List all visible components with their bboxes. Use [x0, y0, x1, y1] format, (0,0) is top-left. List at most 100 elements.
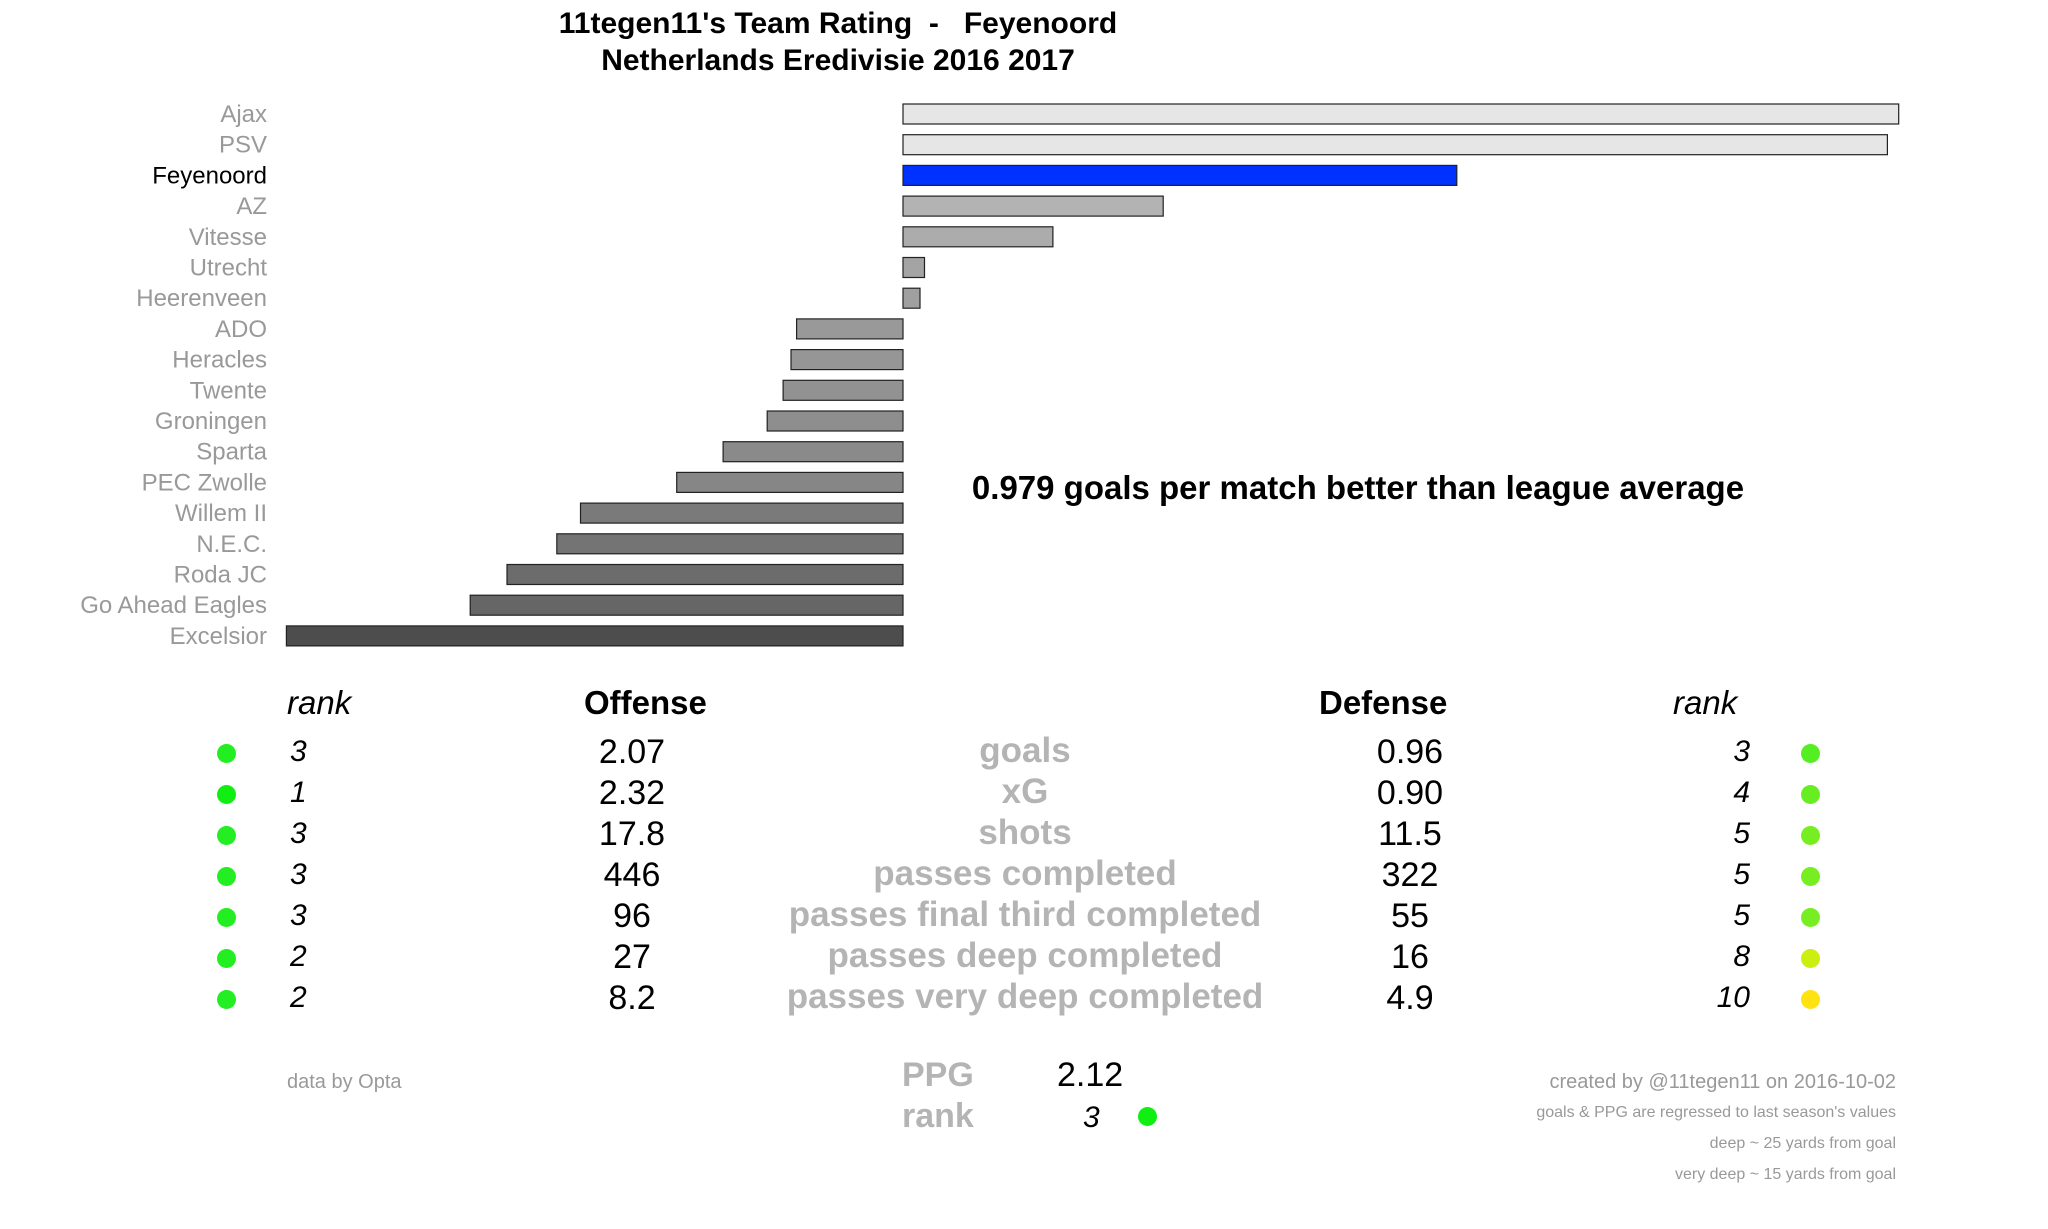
bar-ado: [795, 318, 904, 340]
defense-value: 55: [1391, 897, 1429, 935]
ppg-label: PPG: [902, 1056, 974, 1094]
stat-row: 3 17.8 shots 11.5 5: [0, 813, 2048, 856]
offense-value: 27: [613, 938, 651, 976]
defense-rank: 4: [1733, 776, 1750, 809]
defense-rank: 5: [1733, 817, 1750, 850]
offense-header: Offense: [584, 684, 707, 721]
team-label-group: Ajax PSV Feyenoord AZ Vitesse Utrecht Heerenve…: [80, 101, 267, 650]
defense-rank: 3: [1733, 735, 1750, 768]
metric-label: passes deep completed: [827, 936, 1223, 975]
ppg-rank-label: rank: [902, 1097, 974, 1135]
offense-value: 96: [613, 897, 651, 935]
team-label-groningen: Groningen: [155, 408, 267, 435]
metric-label: shots: [978, 813, 1072, 852]
offense-value: 8.2: [608, 979, 656, 1017]
defense-value: 322: [1381, 856, 1439, 894]
bar-n-e-c-: [556, 533, 904, 555]
defense-rank-indicator: [1801, 744, 1820, 763]
offense-value: 2.07: [598, 733, 666, 771]
ppg-rank-value: 3: [1083, 1101, 1100, 1134]
bar-feyenoord: [902, 164, 1458, 186]
stat-row: 2 8.2 passes very deep completed 4.9 10: [0, 977, 2048, 1020]
defense-value: 16: [1391, 938, 1429, 976]
bar-az: [902, 195, 1164, 217]
team-label-roda-jc: Roda JC: [174, 562, 267, 589]
offense-rank: 3: [290, 735, 307, 768]
created-by: created by @11tegen11 on 2016-10-02: [1549, 1071, 1896, 1093]
team-label-heracles: Heracles: [172, 347, 267, 374]
offense-rank-header: rank: [287, 684, 352, 721]
stat-row: 3 446 passes completed 322 5: [0, 854, 2048, 897]
offense-rank: 2: [290, 981, 307, 1014]
offense-rank: 1: [290, 776, 307, 809]
offense-rank-indicator: [217, 949, 236, 968]
metric-label: passes final third completed: [788, 895, 1262, 934]
team-label-willem-ii: Willem II: [175, 500, 267, 527]
defense-rank-indicator: [1801, 826, 1820, 845]
defense-rank: 8: [1733, 940, 1750, 973]
defense-rank-indicator: [1801, 785, 1820, 804]
bar-roda-jc: [506, 563, 904, 586]
bar-go-ahead-eagles: [469, 594, 904, 616]
bar-willem-ii: [579, 502, 904, 524]
bar-pec-zwolle: [676, 471, 904, 493]
data-source: data by Opta: [287, 1071, 402, 1093]
defense-rank-indicator: [1801, 990, 1820, 1009]
team-label-n-e-c-: N.E.C.: [196, 531, 267, 558]
metric-label: passes completed: [873, 854, 1177, 893]
note-regressed: goals & PPG are regressed to last season…: [1536, 1104, 1896, 1121]
metric-label: passes very deep completed: [786, 977, 1264, 1016]
offense-value: 446: [603, 856, 661, 894]
bar-vitesse: [902, 226, 1054, 248]
ppg-rank-indicator: [1138, 1107, 1157, 1126]
bar-sparta: [722, 441, 904, 463]
team-label-az: AZ: [236, 193, 267, 220]
note-deep: deep ~ 25 yards from goal: [1709, 1135, 1896, 1152]
team-label-twente: Twente: [190, 377, 267, 404]
defense-value: 0.96: [1376, 733, 1444, 771]
stat-row: 1 2.32 xG 0.90 4: [0, 772, 2048, 815]
note-very-deep: very deep ~ 15 yards from goal: [1674, 1166, 1896, 1183]
defense-rank: 5: [1733, 899, 1750, 932]
stat-row: 3 2.07 goals 0.96 3: [0, 731, 2048, 774]
team-label-psv: PSV: [219, 132, 267, 159]
offense-rank-indicator: [217, 908, 236, 927]
chart-subtitle: Netherlands Eredivisie 2016 2017: [601, 44, 1075, 77]
defense-rank-header: rank: [1673, 684, 1738, 721]
defense-rank-indicator: [1801, 867, 1820, 886]
defense-rank-indicator: [1801, 908, 1820, 927]
team-label-excelsior: Excelsior: [170, 623, 267, 650]
team-label-utrecht: Utrecht: [190, 255, 268, 282]
team-label-sparta: Sparta: [196, 439, 267, 466]
offense-rank-indicator: [217, 785, 236, 804]
offense-rank: 3: [290, 817, 307, 850]
team-label-heerenveen: Heerenveen: [136, 285, 267, 312]
bar-group: [285, 103, 1900, 647]
offense-rank-indicator: [217, 744, 236, 763]
defense-value: 0.90: [1376, 774, 1444, 812]
offense-value: 17.8: [598, 815, 666, 853]
team-label-pec-zwolle: PEC Zwolle: [142, 469, 267, 496]
defense-rank: 5: [1733, 858, 1750, 891]
ppg-value: 2.12: [1057, 1056, 1124, 1094]
offense-rank-indicator: [217, 826, 236, 845]
metric-label: goals: [979, 731, 1071, 770]
team-label-ado: ADO: [215, 316, 267, 343]
chart-annotation: 0.979 goals per match better than league…: [972, 469, 1744, 506]
bar-heerenveen: [902, 287, 921, 309]
bar-ajax: [902, 103, 1900, 125]
bar-psv: [902, 134, 1889, 156]
bar-twente: [782, 379, 904, 401]
defense-value: 4.9: [1386, 979, 1434, 1017]
metric-label: xG: [1001, 772, 1049, 811]
defense-rank: 10: [1716, 981, 1750, 1014]
offense-rank-indicator: [217, 990, 236, 1009]
defense-value: 11.5: [1378, 815, 1442, 853]
defense-rank-indicator: [1801, 949, 1820, 968]
offense-rank: 3: [290, 858, 307, 891]
team-label-feyenoord: Feyenoord: [152, 162, 267, 189]
stat-row: 2 27 passes deep completed 16 8: [0, 936, 2048, 979]
team-label-ajax: Ajax: [220, 101, 267, 128]
chart-title: 11tegen11's Team Rating - Feyenoord: [559, 7, 1117, 40]
